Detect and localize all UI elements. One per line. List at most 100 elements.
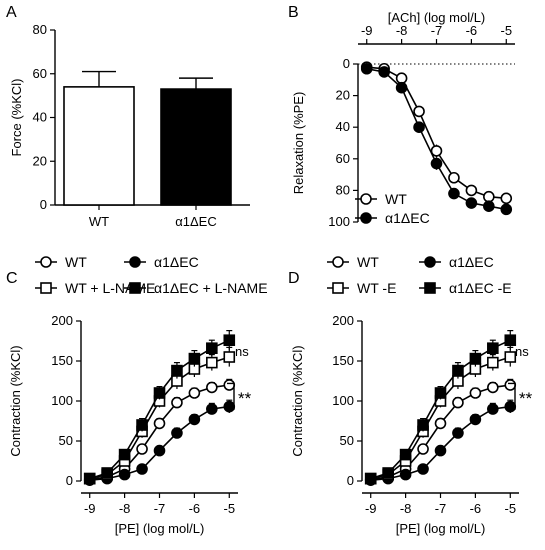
x-tick-label: α1ΔEC bbox=[175, 214, 217, 229]
data-point bbox=[487, 381, 499, 394]
y-tick-label: 100 bbox=[328, 214, 350, 229]
data-point bbox=[504, 334, 517, 347]
data-point bbox=[399, 448, 412, 461]
data-point bbox=[469, 352, 482, 365]
data-point bbox=[413, 121, 425, 133]
data-point bbox=[171, 396, 183, 409]
x-tick-label: -6 bbox=[470, 501, 482, 516]
y-tick-label: 0 bbox=[66, 473, 73, 488]
data-point bbox=[223, 379, 236, 391]
data-point bbox=[101, 467, 113, 479]
data-point bbox=[188, 352, 201, 365]
data-point bbox=[452, 396, 464, 409]
data-point bbox=[153, 417, 166, 430]
data-point bbox=[83, 472, 96, 485]
data-point bbox=[171, 364, 183, 377]
series-1 bbox=[360, 62, 513, 216]
panel-letter-c: C bbox=[6, 270, 18, 287]
panel-d: 0 50 100 150 200 -9 -8 -7 -6 -5 [PE] (log mol/L) Co… bbox=[290, 254, 533, 536]
series-2 bbox=[364, 346, 517, 485]
x-tick-label: -5 bbox=[504, 501, 516, 516]
y-tick-label: 40 bbox=[336, 119, 350, 134]
x-axis-label: [ACh] (log mol/L) bbox=[388, 10, 486, 25]
legend-marker bbox=[424, 282, 436, 294]
data-point bbox=[430, 145, 443, 157]
series-0 bbox=[360, 61, 513, 205]
panel-b: -9 -8 -7 -6 -5 [ACh] (log mol/L) 0 20 40 60 80 100 R… bbox=[291, 10, 515, 229]
legend-marker bbox=[424, 256, 436, 268]
y-tick-label: 80 bbox=[336, 182, 350, 197]
annotation-significance: ** bbox=[519, 389, 533, 408]
bar bbox=[63, 86, 135, 206]
y-axis-label: Force (%KCl) bbox=[9, 78, 24, 156]
legend-label: α1ΔEC bbox=[449, 254, 494, 270]
legend-label: WT -E bbox=[357, 280, 396, 296]
series-3 bbox=[83, 330, 236, 485]
x-tick-label: -8 bbox=[400, 501, 412, 516]
data-point bbox=[487, 356, 499, 369]
x-tick-label: -8 bbox=[396, 23, 408, 38]
annotation-ns: ns bbox=[235, 344, 249, 359]
data-point bbox=[188, 413, 201, 426]
data-point bbox=[206, 342, 218, 355]
legend-marker bbox=[40, 282, 52, 294]
panel-c: 0 50 100 150 200 -9 -8 -7 -6 -5 [PE] (log mol/L) Co… bbox=[8, 254, 268, 536]
legend-label: α1ΔEC -E bbox=[449, 280, 512, 296]
panel-a: 0 20 40 60 80 Force (%KCl) WT α1ΔEC bbox=[9, 22, 250, 229]
data-point bbox=[136, 419, 148, 431]
y-tick-label: 50 bbox=[340, 433, 354, 448]
x-tick-label: -7 bbox=[435, 501, 447, 516]
data-point bbox=[395, 81, 408, 94]
legend-marker bbox=[129, 282, 141, 294]
y-axis-label: Relaxation (%PE) bbox=[291, 92, 306, 195]
data-point bbox=[500, 192, 513, 205]
legend-marker bbox=[332, 282, 344, 294]
significance-bracket bbox=[227, 382, 235, 410]
data-point bbox=[153, 444, 166, 457]
y-axis-label: Contraction (%KCl) bbox=[290, 345, 305, 456]
bar bbox=[160, 88, 232, 206]
x-tick-label: -5 bbox=[500, 23, 512, 38]
legend-marker bbox=[332, 256, 344, 268]
y-tick-label: 0 bbox=[347, 473, 354, 488]
series-line bbox=[366, 67, 507, 211]
data-point bbox=[483, 200, 495, 212]
y-tick-label: 60 bbox=[336, 151, 350, 166]
x-tick-label: -9 bbox=[361, 23, 373, 38]
y-tick-label: 20 bbox=[33, 153, 47, 168]
data-point bbox=[504, 379, 517, 391]
data-point bbox=[434, 444, 447, 457]
y-axis-label: Contraction (%KCl) bbox=[8, 345, 23, 456]
y-tick-label: 150 bbox=[332, 353, 354, 368]
data-point bbox=[448, 187, 460, 200]
data-point bbox=[378, 66, 390, 78]
data-point bbox=[136, 443, 148, 455]
legend-marker bbox=[360, 193, 372, 205]
data-point bbox=[487, 342, 499, 355]
data-point bbox=[448, 171, 460, 184]
data-point bbox=[118, 468, 131, 481]
data-point bbox=[500, 203, 513, 216]
legend-label: α1ΔEC + L-NAME bbox=[154, 280, 268, 296]
data-point bbox=[504, 400, 517, 413]
data-point bbox=[360, 62, 373, 75]
y-tick-label: 100 bbox=[51, 393, 73, 408]
y-tick-label: 200 bbox=[51, 313, 73, 328]
x-axis-label: [PE] (log mol/L) bbox=[396, 521, 486, 536]
data-point bbox=[465, 197, 478, 209]
legend-label: WT bbox=[385, 191, 407, 207]
y-tick-label: 20 bbox=[336, 88, 350, 103]
data-point bbox=[206, 403, 218, 415]
y-tick-label: 100 bbox=[332, 393, 354, 408]
data-point bbox=[417, 443, 429, 455]
legend-marker bbox=[40, 256, 52, 268]
data-point bbox=[452, 427, 464, 439]
y-tick-label: 0 bbox=[343, 56, 350, 71]
panel-letter-b: B bbox=[288, 4, 299, 21]
data-point bbox=[465, 184, 478, 197]
x-tick-label: -6 bbox=[189, 501, 201, 516]
data-point bbox=[452, 364, 464, 377]
legend-label: WT bbox=[357, 254, 379, 270]
data-point bbox=[364, 472, 377, 485]
